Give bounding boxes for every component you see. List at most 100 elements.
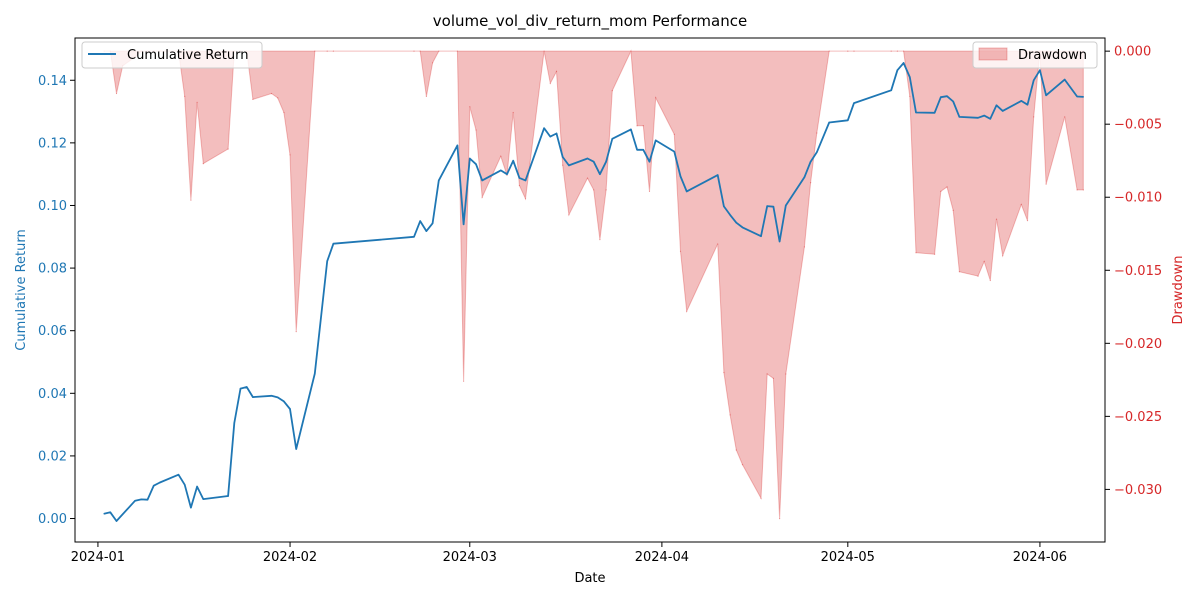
drawdown-point [990,280,991,281]
drawdown-point [897,51,898,52]
drawdown-point [853,51,854,52]
drawdown-point [413,51,414,52]
cumulative-return-point [674,151,675,152]
y2-tick-label: −0.015 [1114,264,1162,279]
chart-title: volume_vol_div_return_mom Performance [433,12,747,31]
cumulative-return-point [1027,104,1028,105]
drawdown-point [612,90,613,91]
cumulative-return-point [116,520,117,521]
legend-label-drawdown: Drawdown [1018,48,1087,63]
legend-area-swatch [979,48,1007,60]
drawdown-point [1002,255,1003,256]
drawdown-point [1064,116,1065,117]
cumulative-return-point [1045,95,1046,96]
drawdown-point [984,261,985,262]
cumulative-return-point [630,129,631,130]
y2-tick-label: −0.030 [1114,483,1162,498]
drawdown-point [723,372,724,373]
cumulative-return-point [810,161,811,162]
y-tick-label: 0.10 [38,199,67,214]
drawdown-point [197,102,198,103]
drawdown-point [1083,189,1084,190]
drawdown-point [1077,189,1078,190]
cumulative-return-point [779,241,780,242]
cumulative-return-point [1039,70,1040,71]
drawdown-point [940,191,941,192]
drawdown-point [606,189,607,190]
drawdown-point [184,96,185,97]
cumulative-return-point [513,160,514,161]
cumulative-return-point [277,397,278,398]
cumulative-return-point [915,112,916,113]
cumulative-return-point [327,261,328,262]
drawdown-point [203,163,204,164]
drawdown-point [643,125,644,126]
x-tick-label: 2024-05 [821,550,875,565]
cumulative-return-point [643,149,644,150]
drawdown-point [420,51,421,52]
drawdown-point [500,156,501,157]
drawdown-point [469,106,470,107]
cumulative-return-point [996,105,997,106]
y-tick-label: 0.06 [38,324,67,339]
drawdown-point [810,182,811,183]
cumulative-return-point [723,206,724,207]
drawdown-point [296,331,297,332]
cumulative-return-point [438,180,439,181]
cumulative-return-point [680,176,681,177]
drawdown-point [779,518,780,519]
cumulative-return-point [190,507,191,508]
cumulative-return-point [593,161,594,162]
drawdown-point [544,51,545,52]
x-tick-label: 2024-01 [71,550,125,565]
drawdown-point [1027,220,1028,221]
drawdown-point [891,51,892,52]
drawdown-point [959,271,960,272]
cumulative-return-point [432,223,433,224]
cumulative-return-point [500,170,501,171]
drawdown-point [903,51,904,52]
drawdown-point [686,311,687,312]
y-tick-label: 0.02 [38,449,67,464]
drawdown-point [283,112,284,113]
cumulative-return-point [475,164,476,165]
cumulative-return-point [612,138,613,139]
drawdown-point [637,125,638,126]
x-tick-label: 2024-03 [443,550,497,565]
y-tick-label: 0.00 [38,512,67,527]
cumulative-return-point [940,97,941,98]
cumulative-return-point [587,158,588,159]
cumulative-return-point [283,401,284,402]
y-axis-right-title: Drawdown [1171,255,1186,324]
drawdown-point [804,246,805,247]
cumulative-return-point [550,136,551,137]
x-tick-label: 2024-04 [635,550,689,565]
drawdown-point [730,414,731,415]
drawdown-point [550,83,551,84]
cumulative-return-point [785,205,786,206]
drawdown-point [767,373,768,374]
cumulative-return-point [934,112,935,113]
drawdown-point [426,96,427,97]
drawdown-point [785,373,786,374]
cumulative-return-point [420,220,421,221]
cumulative-return-point [897,70,898,71]
cumulative-return-point [234,422,235,423]
cumulative-return-point [469,158,470,159]
cumulative-return-point [736,222,737,223]
cumulative-return-point [853,102,854,103]
cumulative-return-point [103,513,104,514]
drawdown-point [593,189,594,190]
drawdown-point [829,51,830,52]
y2-tick-label: −0.010 [1114,191,1162,206]
cumulative-return-point [141,499,142,500]
cumulative-return-point [184,484,185,485]
drawdown-point [630,51,631,52]
drawdown-point [915,252,916,253]
cumulative-return-point [227,495,228,496]
drawdown-point [482,197,483,198]
drawdown-point [519,185,520,186]
cumulative-return-point [977,117,978,118]
cumulative-return-point [909,76,910,77]
